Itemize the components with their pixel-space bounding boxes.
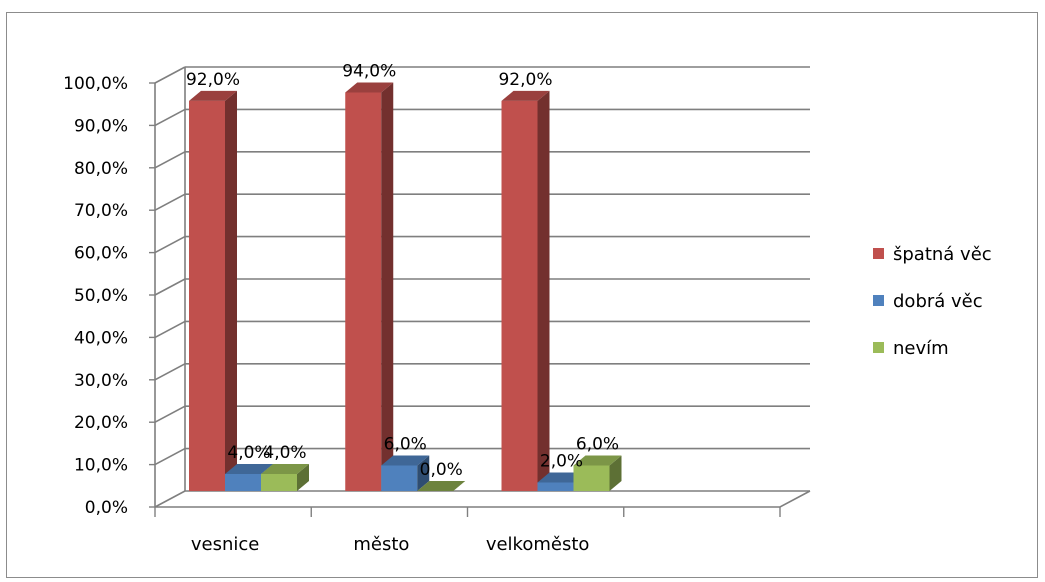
gridlines <box>154 66 810 508</box>
data-label: 4,0% <box>227 443 270 463</box>
data-label: 94,0% <box>342 61 396 81</box>
bar-side <box>609 455 622 491</box>
bar-top <box>261 464 309 475</box>
gridline-side <box>154 66 186 84</box>
legend-label: nevím <box>893 338 949 359</box>
floor-front-edge <box>155 490 811 508</box>
data-label: 92,0% <box>498 70 552 90</box>
bar <box>345 82 394 491</box>
data-label: 2,0% <box>540 452 583 472</box>
y-tick-label: 20,0% <box>74 413 128 433</box>
bar-side <box>225 90 237 492</box>
bar-side <box>297 464 309 491</box>
gridline-side <box>154 151 186 169</box>
legend: špatná věc dobrá věc nevím <box>873 244 992 359</box>
legend-item: nevím <box>873 338 949 359</box>
bar-front <box>573 465 610 491</box>
bar-front <box>501 100 538 492</box>
bar-front <box>225 474 261 491</box>
bar-top <box>225 464 273 475</box>
bar-top <box>417 481 466 491</box>
bar <box>501 90 550 492</box>
bar-front <box>345 92 382 491</box>
y-tick-label: 60,0% <box>74 244 128 264</box>
bar <box>417 481 466 491</box>
gridline-side <box>154 278 186 296</box>
bar-front <box>381 465 418 491</box>
y-tick-label: 70,0% <box>74 201 128 221</box>
legend-swatch <box>873 342 884 353</box>
axes <box>149 67 811 517</box>
bar <box>573 455 622 491</box>
gridline-side <box>154 363 186 381</box>
legend-swatch <box>873 295 884 306</box>
bar <box>381 455 430 491</box>
bar-side <box>417 455 430 491</box>
category-label: velkoměsto <box>486 534 590 555</box>
y-tick-label: 30,0% <box>74 371 128 391</box>
gridline-side <box>154 193 186 211</box>
data-label: 6,0% <box>384 435 427 455</box>
data-label: 0,0% <box>420 460 463 480</box>
bar <box>189 90 237 492</box>
gridline-side <box>154 235 186 254</box>
data-label: 92,0% <box>186 70 240 90</box>
legend-label: dobrá věc <box>893 291 983 312</box>
category-label: město <box>353 534 409 555</box>
bar-front <box>261 474 297 491</box>
legend-swatch <box>873 248 884 259</box>
y-tick-labels: 0,0% 10,0% 20,0% 30,0% 40,0% 50,0% 60,0% 70,0% 8… <box>63 74 128 518</box>
y-tick-label: 90,0% <box>74 116 128 136</box>
y-tick-label: 40,0% <box>74 328 128 348</box>
y-tick-label: 0,0% <box>85 498 128 518</box>
y-tick-label: 10,0% <box>74 456 128 476</box>
legend-label: špatná věc <box>893 244 992 265</box>
data-label: 4,0% <box>263 443 306 463</box>
gridline-side <box>154 490 186 508</box>
gridline-side <box>154 320 186 339</box>
bar-top <box>381 455 430 466</box>
bar-front <box>189 100 225 492</box>
y-tick-label: 80,0% <box>74 159 128 179</box>
bar <box>261 464 309 491</box>
bar-top <box>345 82 394 93</box>
category-labels: vesnice město velkoměsto <box>191 534 590 555</box>
bar-side <box>381 82 394 491</box>
bars <box>189 82 622 492</box>
category-label: vesnice <box>191 534 259 555</box>
bar-top <box>501 90 550 101</box>
legend-item: dobrá věc <box>873 291 983 312</box>
data-labels: 92,0%4,0%4,0%94,0%6,0%0,0%92,0%2,0%6,0% <box>186 61 619 480</box>
bar-front <box>537 482 574 491</box>
gridline-side <box>154 447 186 466</box>
bar-top <box>189 90 237 101</box>
legend-item: špatná věc <box>873 244 992 265</box>
bar-side <box>537 90 550 492</box>
gridline-side <box>154 405 186 423</box>
gridline-side <box>154 108 186 127</box>
y-tick-label: 100,0% <box>63 74 128 94</box>
y-tick-label: 50,0% <box>74 286 128 306</box>
data-label: 6,0% <box>576 435 619 455</box>
bar-top <box>573 455 622 466</box>
